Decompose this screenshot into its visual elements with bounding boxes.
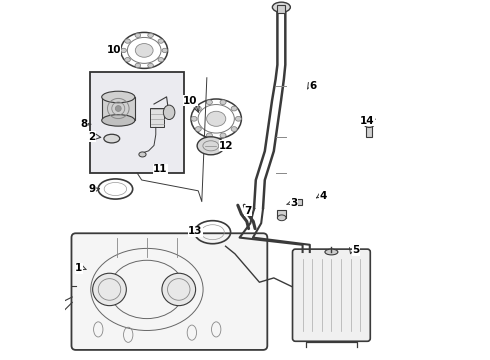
Ellipse shape bbox=[125, 58, 130, 62]
Text: 10: 10 bbox=[106, 45, 121, 55]
Ellipse shape bbox=[158, 58, 164, 62]
Ellipse shape bbox=[162, 48, 168, 53]
Ellipse shape bbox=[102, 114, 135, 126]
Ellipse shape bbox=[231, 127, 237, 131]
Text: 9: 9 bbox=[88, 184, 96, 194]
Ellipse shape bbox=[207, 111, 226, 126]
Ellipse shape bbox=[148, 63, 153, 68]
Ellipse shape bbox=[135, 33, 141, 37]
Text: 8: 8 bbox=[80, 119, 87, 129]
Ellipse shape bbox=[121, 48, 126, 53]
Ellipse shape bbox=[104, 134, 120, 143]
Text: 2: 2 bbox=[88, 132, 96, 142]
Text: 3: 3 bbox=[291, 198, 297, 208]
Ellipse shape bbox=[206, 100, 212, 105]
Ellipse shape bbox=[163, 105, 175, 120]
Ellipse shape bbox=[116, 105, 121, 111]
Ellipse shape bbox=[191, 116, 197, 121]
Ellipse shape bbox=[102, 91, 135, 103]
Bar bbox=[102, 97, 135, 120]
FancyBboxPatch shape bbox=[72, 233, 268, 350]
Text: 10: 10 bbox=[183, 96, 197, 106]
Ellipse shape bbox=[272, 2, 291, 12]
Bar bbox=[294, 199, 301, 205]
Ellipse shape bbox=[235, 116, 242, 121]
Bar bbox=[277, 5, 285, 13]
Ellipse shape bbox=[231, 106, 237, 111]
FancyBboxPatch shape bbox=[293, 249, 370, 341]
Text: 6: 6 bbox=[310, 81, 317, 91]
Ellipse shape bbox=[135, 63, 141, 68]
Text: 12: 12 bbox=[219, 141, 234, 151]
Ellipse shape bbox=[195, 106, 201, 111]
Ellipse shape bbox=[158, 39, 164, 43]
Bar bbox=[277, 210, 286, 218]
Ellipse shape bbox=[220, 100, 226, 105]
Text: 7: 7 bbox=[244, 206, 251, 216]
Bar bbox=[367, 124, 372, 137]
Text: 13: 13 bbox=[188, 226, 202, 237]
Ellipse shape bbox=[49, 327, 63, 336]
Ellipse shape bbox=[135, 44, 153, 57]
Text: 5: 5 bbox=[352, 245, 360, 255]
Ellipse shape bbox=[220, 133, 226, 138]
Ellipse shape bbox=[325, 249, 338, 255]
Ellipse shape bbox=[195, 127, 201, 131]
Bar bbox=[90, 72, 184, 173]
Text: 4: 4 bbox=[320, 191, 327, 201]
Ellipse shape bbox=[93, 273, 126, 306]
Ellipse shape bbox=[162, 273, 196, 306]
Ellipse shape bbox=[206, 133, 212, 138]
Ellipse shape bbox=[139, 152, 146, 157]
Text: 14: 14 bbox=[360, 116, 375, 126]
Ellipse shape bbox=[364, 120, 374, 127]
Ellipse shape bbox=[148, 33, 153, 37]
Ellipse shape bbox=[277, 215, 286, 221]
Ellipse shape bbox=[197, 137, 224, 155]
Ellipse shape bbox=[125, 39, 130, 43]
Bar bbox=[149, 108, 164, 127]
Text: 11: 11 bbox=[153, 164, 168, 174]
Text: 1: 1 bbox=[75, 263, 82, 273]
